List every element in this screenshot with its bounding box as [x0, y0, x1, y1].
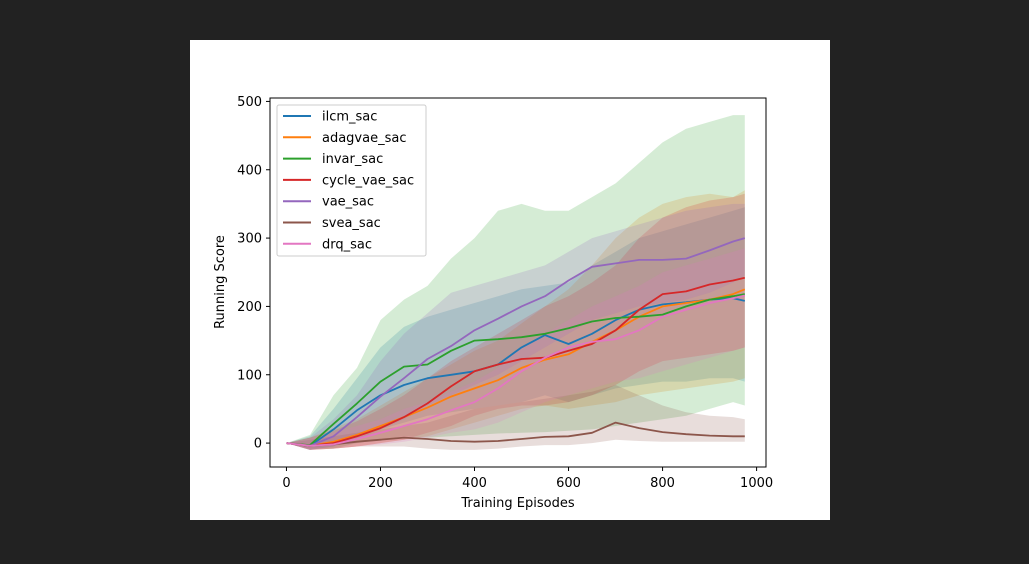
legend-label-adagvae_sac: adagvae_sac — [322, 131, 406, 146]
line-vae_sac — [286, 237, 746, 447]
line-svea_sac — [286, 421, 745, 447]
band-drq_sac — [286, 248, 745, 450]
x-axis-label: Training Episodes — [460, 496, 574, 511]
band-ilcm_sac — [286, 207, 745, 450]
legend-label-invar_sac: invar_sac — [322, 152, 383, 167]
legend-label-drq_sac: drq_sac — [322, 237, 372, 252]
confidence-bands — [286, 115, 745, 450]
legend-label-vae_sac: vae_sac — [322, 195, 374, 210]
chart-figure: 0 200 400 600 800 1000 0 100 200 300 400 500 Train… — [190, 40, 830, 520]
legend-box — [276, 104, 427, 257]
legend-label-ilcm_sac: ilcm_sac — [322, 110, 377, 125]
band-cycle_vae_sac — [286, 193, 745, 450]
band-invar_sac — [286, 115, 745, 449]
line-cycle_vae_sac — [286, 276, 746, 447]
y-tick-label: 300 — [237, 232, 262, 247]
y-tick-label: 500 — [237, 95, 262, 110]
band-vae_sac — [286, 203, 745, 450]
line-invar_sac — [286, 293, 745, 447]
x-tick-label: 400 — [462, 476, 487, 491]
line-ilcm_sac — [286, 297, 746, 447]
y-tick-label: 400 — [237, 163, 262, 178]
line-adagvae_sac — [286, 288, 746, 447]
y-tick-label: 0 — [254, 437, 262, 452]
legend: ilcm_sac adagvae_sac invar_sac cycle_vae_sa… — [276, 104, 427, 257]
y-tick-label: 100 — [237, 368, 262, 383]
x-tick-label: 200 — [368, 476, 393, 491]
x-tick-label: 600 — [556, 476, 581, 491]
y-axis-label: Running Score — [213, 235, 228, 329]
y-tick-label: 200 — [237, 300, 262, 315]
legend-label-cycle_vae_sac: cycle_vae_sac — [322, 173, 414, 188]
plot-frame — [269, 97, 767, 468]
legend-label-svea_sac: svea_sac — [322, 216, 381, 231]
series-lines — [286, 237, 746, 447]
line-drq_sac — [286, 294, 746, 447]
line-chart: 0 200 400 600 800 1000 0 100 200 300 400 500 Train… — [213, 95, 773, 511]
x-axis-ticks: 0 200 400 600 800 1000 — [282, 467, 773, 491]
x-tick-label: 0 — [282, 476, 290, 491]
band-adagvae_sac — [286, 190, 745, 450]
x-tick-label: 1000 — [740, 476, 773, 491]
band-svea_sac — [286, 385, 745, 450]
y-axis-ticks: 0 100 200 300 400 500 — [237, 95, 270, 452]
x-tick-label: 800 — [650, 476, 675, 491]
